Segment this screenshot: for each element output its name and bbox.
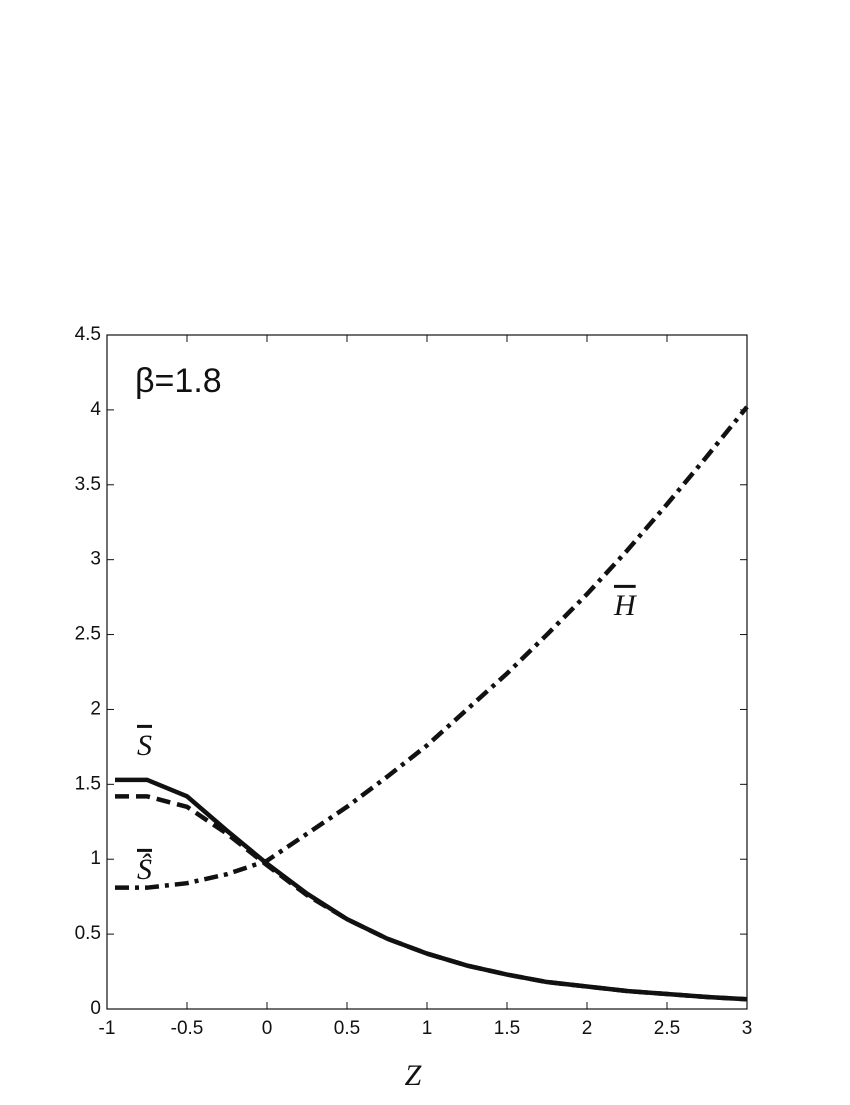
annotation: Ŝ xyxy=(137,853,152,886)
y-tick-label: 2.5 xyxy=(75,624,101,645)
line-series xyxy=(115,777,748,1002)
x-tick-label: 1.5 xyxy=(494,1018,520,1039)
x-tick-label: -1 xyxy=(99,1018,116,1039)
line-series xyxy=(115,794,748,1002)
plot-frame xyxy=(106,334,748,1010)
x-tick-label: -0.5 xyxy=(171,1018,204,1039)
annotation: S xyxy=(137,729,152,762)
y-tick-label: 4.5 xyxy=(75,324,101,345)
x-axis-label: Z xyxy=(405,1059,422,1092)
y-tick-label: 1 xyxy=(90,848,101,869)
y-tick-label: 4 xyxy=(90,399,101,420)
y-tick-label: 0 xyxy=(90,998,101,1019)
x-tick-label: 2 xyxy=(582,1018,593,1039)
x-tick-label: 0.5 xyxy=(334,1018,360,1039)
x-tick-label: 0 xyxy=(262,1018,273,1039)
y-tick-label: 3.5 xyxy=(75,474,101,495)
annotation: β=1.8 xyxy=(135,362,222,400)
annotation: H xyxy=(613,589,638,622)
line-series xyxy=(115,405,749,890)
y-tick-label: 2 xyxy=(90,698,101,719)
y-tick-label: 1.5 xyxy=(75,773,101,794)
y-tick-label: 3 xyxy=(90,549,101,570)
x-tick-label: 2.5 xyxy=(654,1018,680,1039)
y-tick-label: 0.5 xyxy=(75,923,101,944)
x-tick-label: 1 xyxy=(422,1018,433,1039)
x-tick-label: 3 xyxy=(742,1018,753,1039)
